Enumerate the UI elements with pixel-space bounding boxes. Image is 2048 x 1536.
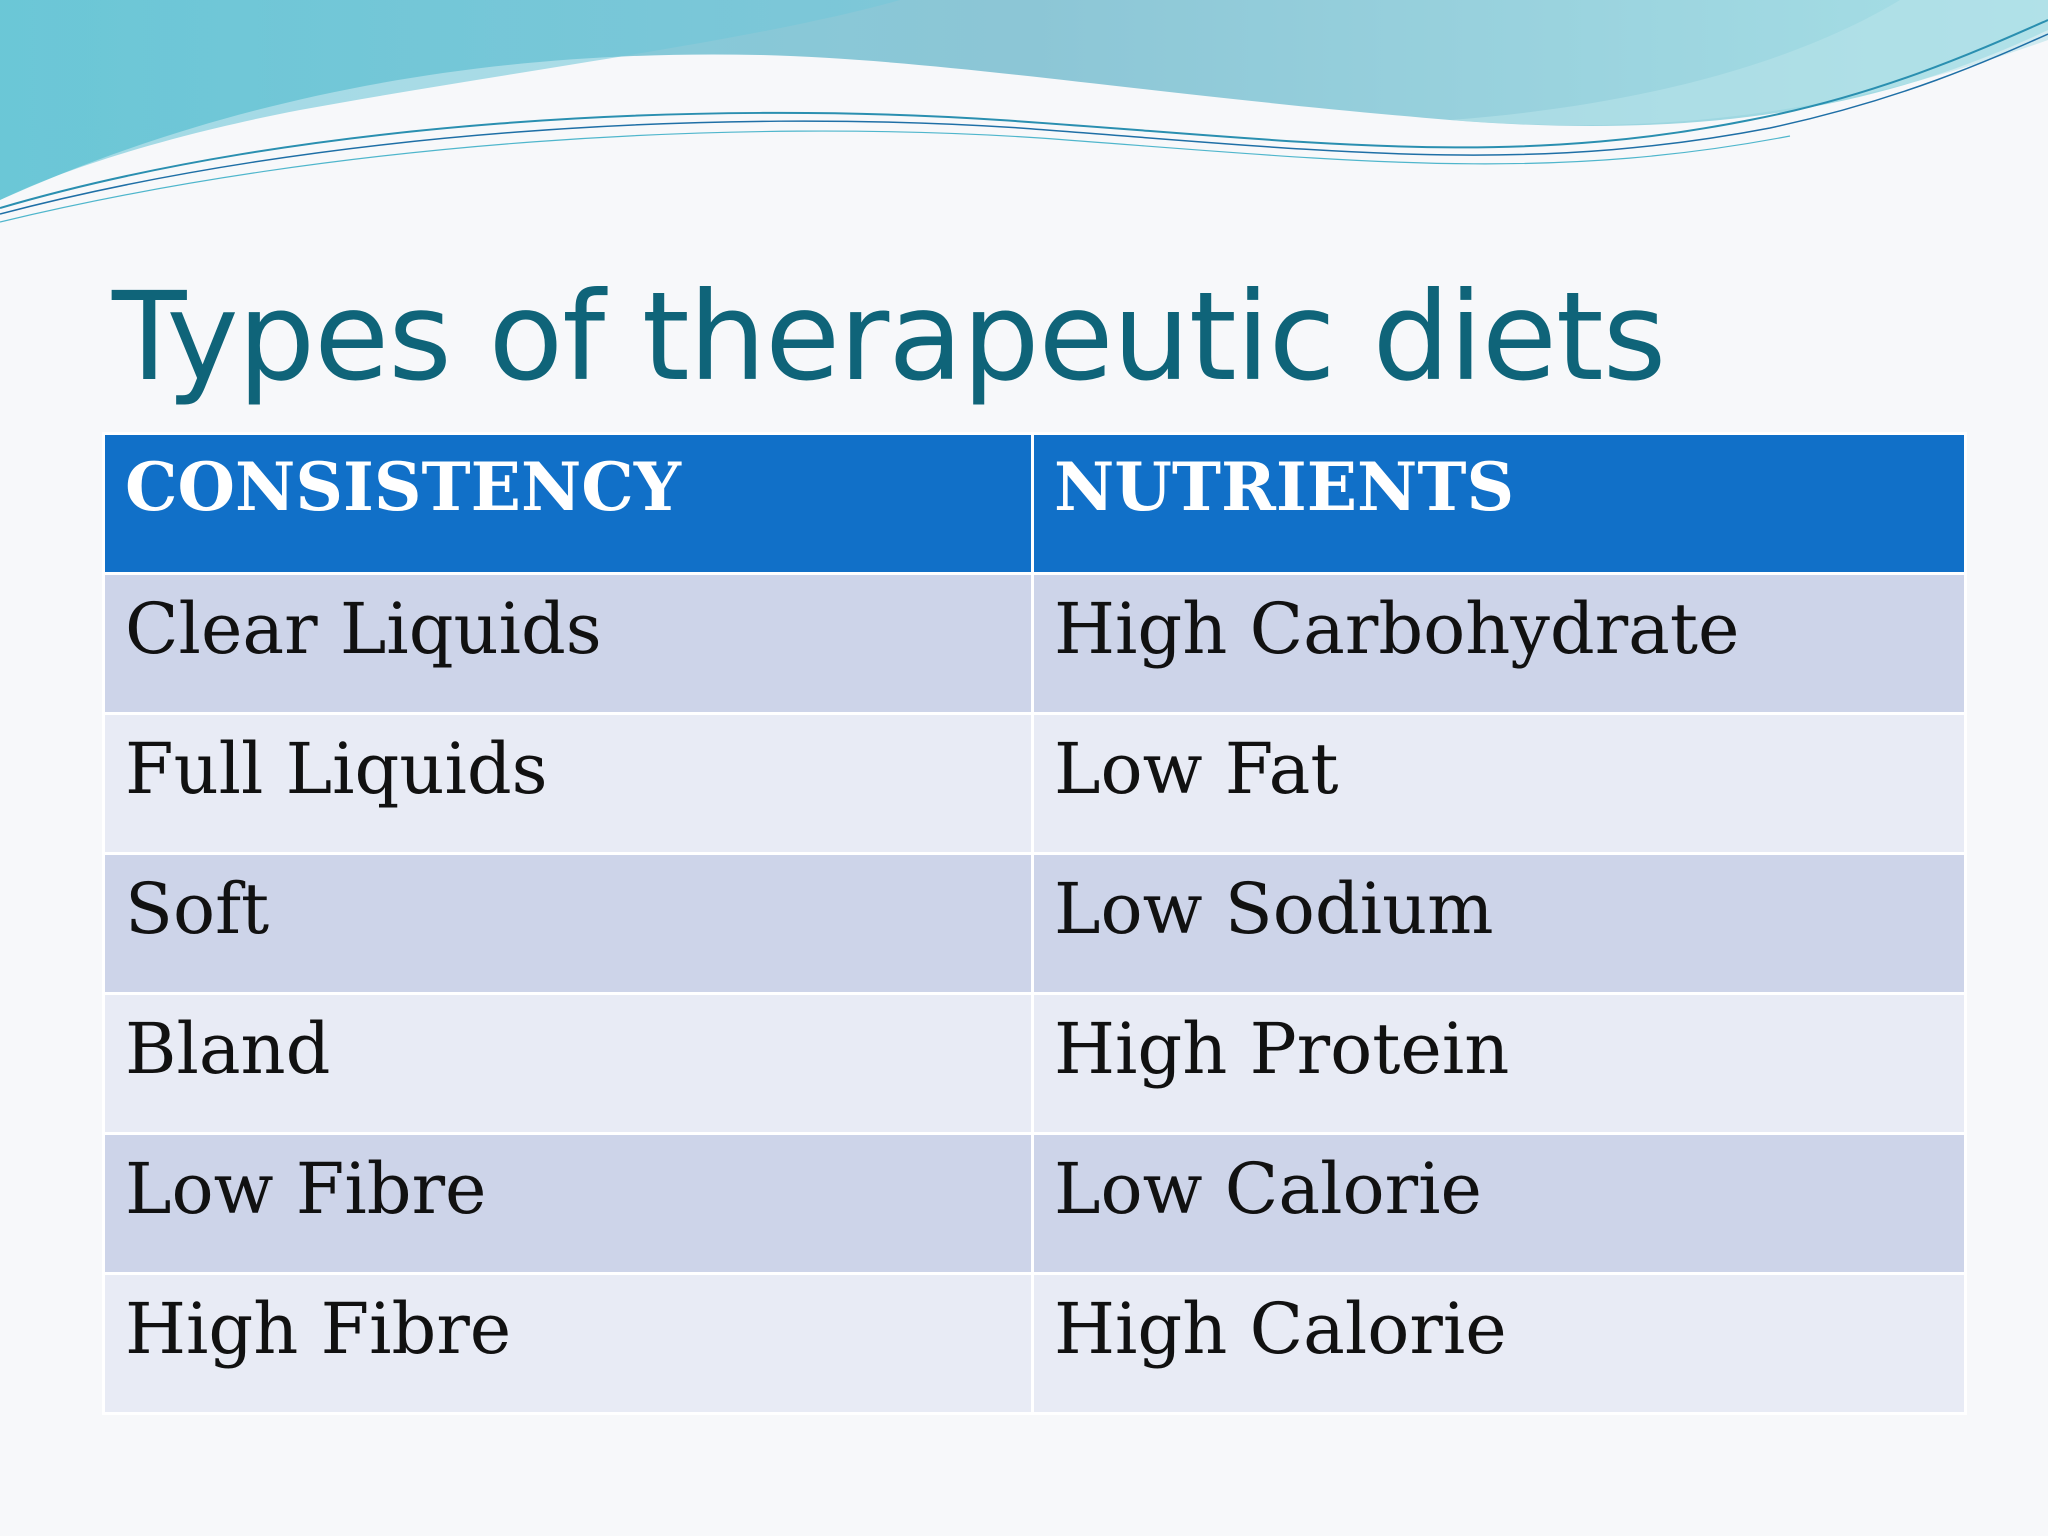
- diet-types-table: CONSISTENCY NUTRIENTS Clear Liquids High…: [102, 432, 1967, 1415]
- table-row: High Fibre High Calorie: [102, 1272, 1967, 1415]
- table-row: Low Fibre Low Calorie: [102, 1132, 1967, 1275]
- header-nutrients: NUTRIENTS: [1031, 432, 1967, 575]
- slide-title: Types of therapeutic diets: [112, 266, 1666, 408]
- table-row: Soft Low Sodium: [102, 852, 1967, 995]
- nutrients-cell: Low Calorie: [1031, 1132, 1967, 1275]
- consistency-cell: Clear Liquids: [102, 572, 1034, 715]
- header-consistency: CONSISTENCY: [102, 432, 1034, 575]
- table-header-row: CONSISTENCY NUTRIENTS: [102, 432, 1967, 575]
- decorative-wave-banner: [0, 0, 2048, 223]
- consistency-cell: Low Fibre: [102, 1132, 1034, 1275]
- nutrients-cell: High Protein: [1031, 992, 1967, 1135]
- consistency-cell: High Fibre: [102, 1272, 1034, 1415]
- table-row: Full Liquids Low Fat: [102, 712, 1967, 855]
- table-row: Bland High Protein: [102, 992, 1967, 1135]
- consistency-cell: Bland: [102, 992, 1034, 1135]
- nutrients-cell: High Calorie: [1031, 1272, 1967, 1415]
- consistency-cell: Soft: [102, 852, 1034, 995]
- nutrients-cell: Low Fat: [1031, 712, 1967, 855]
- table-row: Clear Liquids High Carbohydrate: [102, 572, 1967, 715]
- nutrients-cell: Low Sodium: [1031, 852, 1967, 995]
- consistency-cell: Full Liquids: [102, 712, 1034, 855]
- nutrients-cell: High Carbohydrate: [1031, 572, 1967, 715]
